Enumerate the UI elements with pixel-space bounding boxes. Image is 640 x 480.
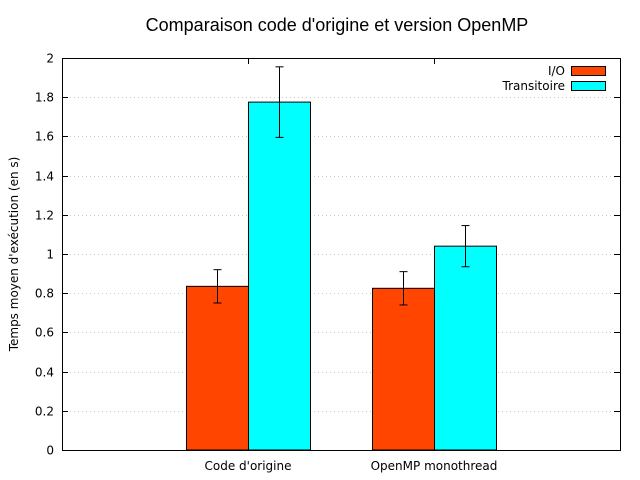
x-tick-label: Code d'origine bbox=[205, 459, 292, 473]
y-tick-label: 0 bbox=[46, 444, 54, 458]
y-tick-label: 1.4 bbox=[35, 170, 54, 184]
legend-label: Transitoire bbox=[502, 79, 565, 93]
bar bbox=[186, 285, 249, 451]
y-tick-label: 0.8 bbox=[35, 287, 54, 301]
legend-label: I/O bbox=[548, 64, 565, 78]
bar bbox=[248, 101, 311, 451]
y-tick-label: 0.6 bbox=[35, 326, 54, 340]
bars bbox=[186, 101, 497, 451]
y-axis-ticks: 0 0.2 0.4 0.6 0.8 1 1.2 1.4 1.6 1.8 2 bbox=[35, 52, 620, 458]
x-tick-label: OpenMP monothread bbox=[371, 459, 498, 473]
y-tick-label: 0.2 bbox=[35, 405, 54, 419]
plot-frame bbox=[62, 58, 621, 451]
chart-title: Comparaison code d'origine et version Op… bbox=[146, 15, 529, 35]
bar bbox=[372, 287, 435, 451]
error-bars bbox=[213, 66, 470, 306]
legend-swatch bbox=[571, 66, 606, 76]
y-tick-label: 1.8 bbox=[35, 91, 54, 105]
y-tick-label: 1.6 bbox=[35, 130, 54, 144]
y-axis-label: Temps moyen d'exécution (en s) bbox=[7, 157, 21, 353]
y-tick-label: 2 bbox=[46, 52, 54, 66]
x-axis-ticks: Code d'origine OpenMP monothread bbox=[205, 58, 498, 473]
y-tick-label: 1.2 bbox=[35, 209, 54, 223]
grid bbox=[62, 97, 620, 412]
bar bbox=[434, 245, 497, 451]
y-tick-label: 0.4 bbox=[35, 366, 54, 380]
legend-swatch bbox=[571, 81, 606, 91]
y-tick-label: 1 bbox=[46, 248, 54, 262]
